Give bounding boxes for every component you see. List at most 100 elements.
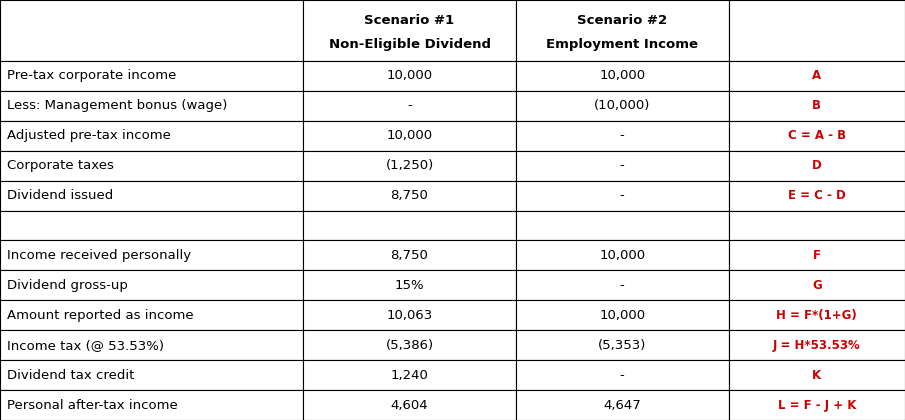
Bar [0,330,303,360]
Bar [516,390,729,420]
Bar [0,151,303,181]
Text: -: - [620,129,624,142]
Bar [729,91,905,121]
Bar [303,0,516,61]
Bar [303,61,516,91]
Text: (5,386): (5,386) [386,339,433,352]
Bar [516,0,729,61]
Bar [729,300,905,330]
Text: (10,000): (10,000) [594,99,651,112]
Text: 15%: 15% [395,279,424,292]
Text: F: F [813,249,821,262]
Bar [0,121,303,151]
Text: K: K [812,369,822,382]
Bar [303,360,516,390]
Bar [516,240,729,270]
Text: B: B [813,99,821,112]
Bar [729,270,905,300]
Text: Adjusted pre-tax income: Adjusted pre-tax income [7,129,171,142]
Bar [516,61,729,91]
Text: Dividend issued: Dividend issued [7,189,113,202]
Text: Income tax (@ 53.53%): Income tax (@ 53.53%) [7,339,164,352]
Bar [516,300,729,330]
Bar [0,91,303,121]
Bar [303,181,516,210]
Text: H = F*(1+G): H = F*(1+G) [776,309,857,322]
Bar [729,360,905,390]
Bar [303,390,516,420]
Text: Income received personally: Income received personally [7,249,191,262]
Bar [516,91,729,121]
Text: Scenario #2: Scenario #2 [577,13,667,26]
Bar [303,151,516,181]
Bar [516,151,729,181]
Text: Dividend gross-up: Dividend gross-up [7,279,129,292]
Bar [729,151,905,181]
Text: 10,000: 10,000 [599,309,645,322]
Bar [516,210,729,240]
Bar [0,390,303,420]
Text: Personal after-tax income: Personal after-tax income [7,399,178,412]
Text: Non-Eligible Dividend: Non-Eligible Dividend [329,38,491,51]
Bar [0,0,303,61]
Bar [729,210,905,240]
Bar [0,61,303,91]
Bar [729,121,905,151]
Bar [303,121,516,151]
Bar [516,360,729,390]
Text: A: A [812,69,822,82]
Text: -: - [620,369,624,382]
Text: D: D [812,159,822,172]
Bar [729,181,905,210]
Bar [729,390,905,420]
Text: 10,000: 10,000 [599,69,645,82]
Bar [0,210,303,240]
Text: 10,000: 10,000 [386,69,433,82]
Text: (5,353): (5,353) [598,339,646,352]
Bar [303,210,516,240]
Text: 8,750: 8,750 [391,249,428,262]
Text: 10,000: 10,000 [386,129,433,142]
Text: Corporate taxes: Corporate taxes [7,159,114,172]
Text: -: - [620,279,624,292]
Bar [303,300,516,330]
Bar [0,300,303,330]
Bar [303,240,516,270]
Bar [0,360,303,390]
Text: Dividend tax credit: Dividend tax credit [7,369,135,382]
Text: Scenario #1: Scenario #1 [365,13,454,26]
Text: Pre-tax corporate income: Pre-tax corporate income [7,69,176,82]
Text: 4,604: 4,604 [391,399,428,412]
Text: L = F - J + K: L = F - J + K [777,399,856,412]
Text: (1,250): (1,250) [386,159,433,172]
Text: Amount reported as income: Amount reported as income [7,309,194,322]
Bar [729,0,905,61]
Bar [729,240,905,270]
Text: 10,000: 10,000 [599,249,645,262]
Text: -: - [620,159,624,172]
Bar [303,330,516,360]
Bar [516,121,729,151]
Bar [0,270,303,300]
Bar [729,61,905,91]
Text: G: G [812,279,822,292]
Bar [303,270,516,300]
Text: 4,647: 4,647 [604,399,641,412]
Text: -: - [620,189,624,202]
Bar [0,181,303,210]
Text: J = H*53.53%: J = H*53.53% [773,339,861,352]
Bar [516,330,729,360]
Bar [516,270,729,300]
Text: Less: Management bonus (wage): Less: Management bonus (wage) [7,99,228,112]
Text: -: - [407,99,412,112]
Bar [0,240,303,270]
Bar [516,181,729,210]
Bar [303,91,516,121]
Bar [729,330,905,360]
Text: Employment Income: Employment Income [547,38,698,51]
Text: 8,750: 8,750 [391,189,428,202]
Text: E = C - D: E = C - D [788,189,845,202]
Text: 10,063: 10,063 [386,309,433,322]
Text: 1,240: 1,240 [391,369,428,382]
Text: C = A - B: C = A - B [787,129,846,142]
